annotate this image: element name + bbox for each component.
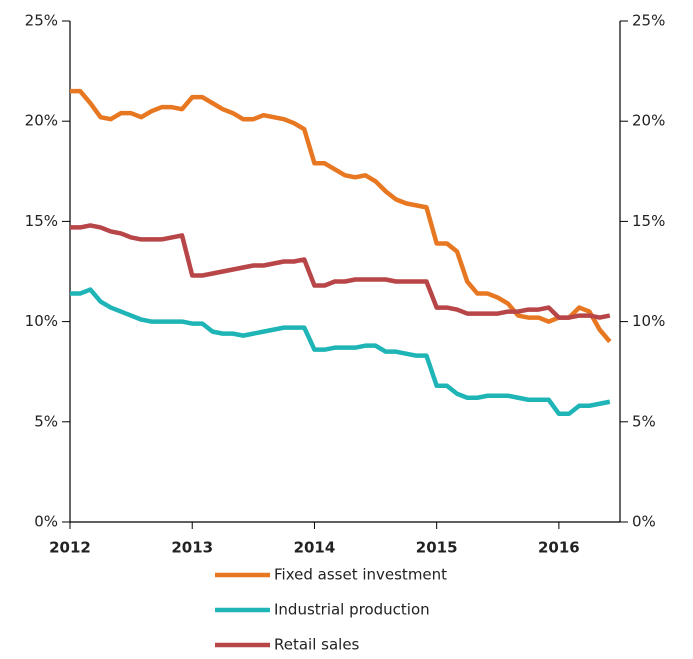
y-tick-label: 25% — [25, 12, 58, 30]
series-line — [70, 287, 611, 417]
x-tick-label: 2016 — [538, 539, 580, 557]
y-tick-label: 20% — [25, 112, 58, 130]
y2-tick-label: 15% — [632, 212, 665, 230]
y-tick-label: 0% — [34, 513, 58, 531]
y2-tick-label: 5% — [632, 412, 656, 430]
x-tick-label: 2014 — [294, 539, 336, 557]
x-tick-label: 2012 — [49, 539, 91, 557]
legend-label: Industrial production — [274, 601, 430, 619]
y-tick-label: 15% — [25, 212, 58, 230]
y2-tick-label: 0% — [632, 513, 656, 531]
y2-tick-label: 10% — [632, 312, 665, 330]
series-line — [70, 88, 612, 344]
legend-label: Fixed asset investment — [274, 566, 447, 584]
y-tick-label: 5% — [34, 412, 58, 430]
y-tick-label: 10% — [25, 312, 58, 330]
x-tick-label: 2013 — [171, 539, 213, 557]
legend-label: Retail sales — [274, 636, 360, 654]
y2-tick-label: 20% — [632, 112, 665, 130]
x-tick-label: 2015 — [416, 539, 458, 557]
series-line — [70, 223, 611, 320]
y2-tick-label: 25% — [632, 12, 665, 30]
